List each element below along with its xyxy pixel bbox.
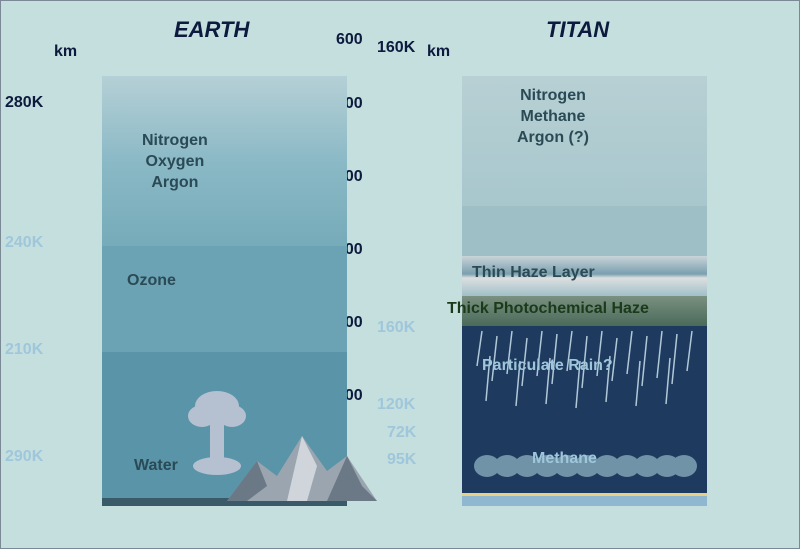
scale-600: 600 (336, 31, 363, 49)
titan-surface-line (462, 493, 707, 496)
km-label-right: km (427, 43, 450, 61)
titan-temp-120: 120K (377, 396, 415, 414)
titan-temp-95: 95K (387, 451, 416, 469)
titan-temp-160b: 160K (377, 319, 415, 337)
titan-rain-lbl: Particulate Rain? (482, 356, 613, 377)
earth-temp-210: 210K (5, 341, 43, 359)
earth-upper (102, 76, 347, 246)
mountain-icon (227, 426, 377, 506)
titan-column: Nitrogen Methane Argon (?) Thin Haze Lay… (462, 76, 707, 506)
titan-surface (462, 496, 707, 506)
titan-temp-72: 72K (387, 424, 416, 442)
km-label-left: km (54, 43, 77, 61)
titan-thin-haze-lbl: Thin Haze Layer (472, 263, 595, 284)
earth-ozone (102, 246, 347, 352)
earth-column: Nitrogen Oxygen Argon Ozone Water (102, 76, 347, 506)
earth-water-lbl: Water (134, 456, 178, 477)
titan-band1 (462, 206, 707, 256)
earth-temp-280: 280K (5, 94, 43, 112)
earth-gases: Nitrogen Oxygen Argon (142, 131, 208, 193)
titan-thick-haze-lbl: Thick Photochemical Haze (447, 299, 649, 320)
titan-title: TITAN (546, 17, 609, 43)
earth-title: EARTH (174, 17, 249, 43)
titan-temp-160a: 160K (377, 39, 415, 57)
earth-temp-240: 240K (5, 234, 43, 252)
titan-gases: Nitrogen Methane Argon (?) (517, 86, 589, 148)
earth-ozone-lbl: Ozone (127, 271, 176, 292)
titan-methane-lbl: Methane (532, 449, 597, 470)
earth-temp-290: 290K (5, 448, 43, 466)
